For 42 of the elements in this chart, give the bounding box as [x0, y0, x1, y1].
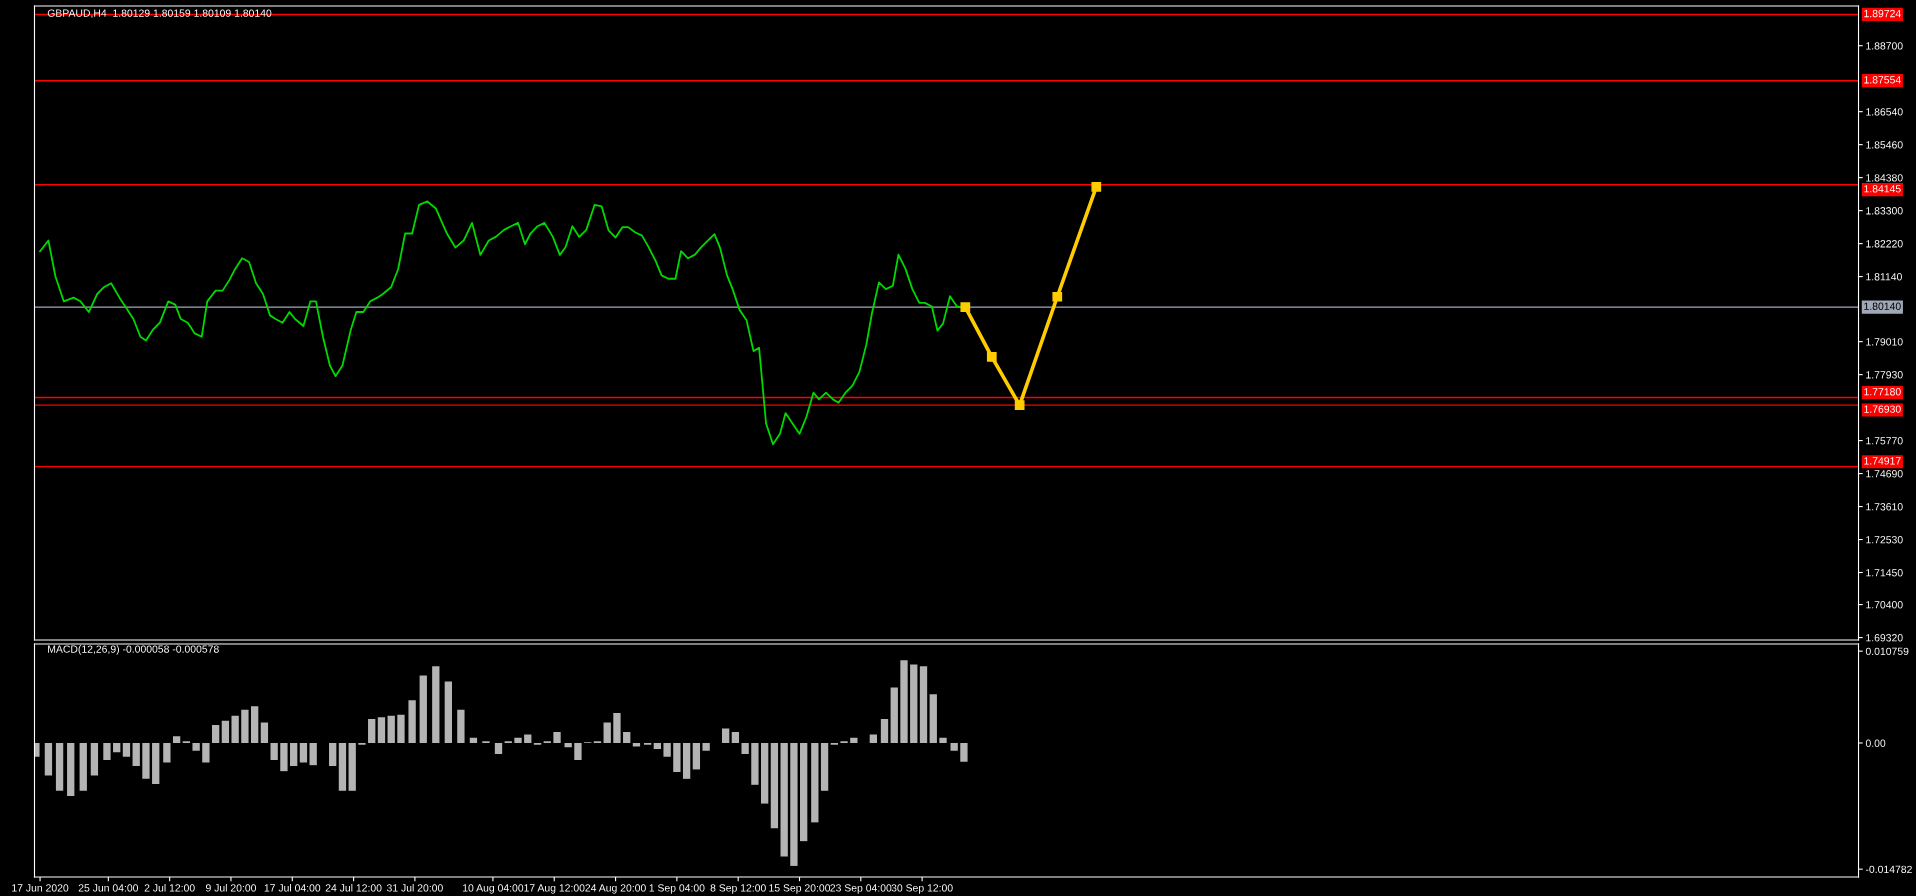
y-tick-label: -0.014782 [1865, 865, 1912, 874]
x-tick-label: 17 Jul 04:00 [264, 883, 321, 892]
y-tick-label: 0.00 [1865, 739, 1886, 747]
y-tick-label: 1.83300 [1866, 207, 1903, 215]
ref-line-label: 1.80140 [1864, 302, 1901, 310]
y-tick-label: 1.75770 [1866, 437, 1903, 445]
y-tick-label: 1.85460 [1866, 141, 1903, 149]
x-tick-label: 23 Sep 04:00 [830, 884, 892, 894]
ref-line-label: 1.76930 [1864, 405, 1901, 413]
ref-line-label: 1.74917 [1864, 457, 1901, 465]
x-tick-label: 10 Aug 04:00 [463, 884, 524, 894]
ref-line-label: 1.84145 [1864, 185, 1901, 193]
y-tick-label: 1.82220 [1866, 240, 1903, 248]
y-tick-label: 1.69320 [1866, 634, 1903, 642]
x-tick-label: 24 Aug 20:00 [585, 884, 646, 894]
x-tick-label: 15 Sep 20:00 [769, 884, 831, 894]
ref-line-label: 1.89724 [1864, 9, 1901, 18]
y-tick-label: 1.72530 [1866, 536, 1903, 544]
y-tick-label: 0.010759 [1865, 647, 1909, 656]
y-tick-label: 1.79010 [1866, 338, 1903, 346]
x-tick-label: 17 Jun 2020 [12, 884, 69, 892]
x-tick-label: 1 Sep 04:00 [649, 884, 705, 894]
x-tick-label: 8 Sep 12:00 [710, 884, 766, 894]
x-tick-label: 30 Sep 12:00 [891, 884, 953, 894]
y-tick-label: 1.73610 [1866, 503, 1903, 511]
y-tick-label: 1.70400 [1866, 601, 1903, 609]
x-tick-label: 31 Jul 20:00 [386, 883, 443, 892]
ref-line-label: 1.77180 [1864, 388, 1901, 396]
x-tick-label: 25 Jun 04:00 [78, 884, 139, 892]
x-tick-label: 2 Jul 12:00 [144, 883, 195, 892]
chart-title: MACD(12,26,9) -0.000058 -0.000578 [48, 645, 219, 655]
x-tick-label: 17 Aug 12:00 [524, 884, 585, 894]
y-tick-label: 1.84380 [1866, 174, 1903, 182]
y-tick-label: 1.86540 [1866, 108, 1903, 116]
y-tick-label: 1.71450 [1866, 569, 1903, 577]
y-tick-label: 1.88700 [1866, 42, 1903, 50]
y-tick-label: 1.81140 [1866, 273, 1902, 281]
x-tick-label: 9 Jul 20:00 [205, 883, 257, 892]
x-tick-label: 24 Jul 12:00 [325, 883, 382, 892]
y-tick-label: 1.74690 [1866, 470, 1903, 478]
y-tick-label: 1.77930 [1866, 371, 1903, 379]
ref-line-label: 1.87554 [1864, 76, 1901, 84]
